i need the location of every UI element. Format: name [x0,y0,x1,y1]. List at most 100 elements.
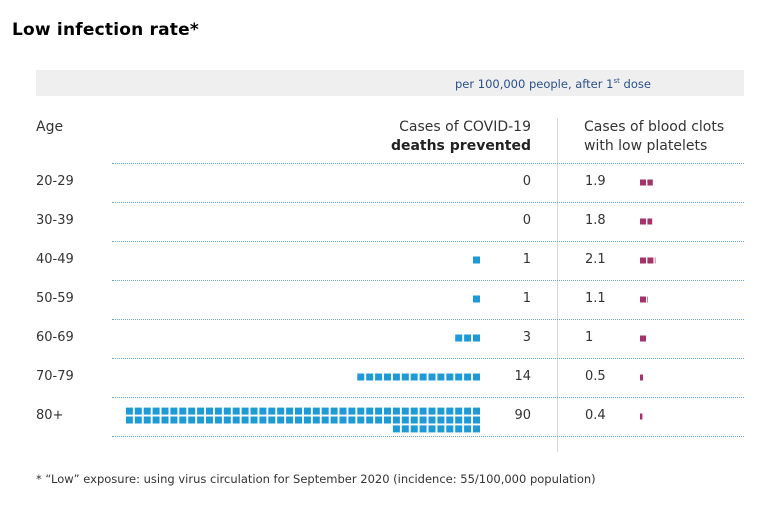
death-prevented-square [197,407,205,415]
death-prevented-square [464,334,472,342]
death-prevented-square [134,416,142,424]
death-prevented-square [188,407,196,415]
deaths-value: 1 [522,252,531,267]
blood-clot-square [647,218,653,225]
clots-value: 2.1 [585,252,606,267]
death-prevented-square [170,407,178,415]
row-separator [112,280,744,281]
age-header: Age [36,119,64,135]
death-prevented-square [419,407,427,415]
death-prevented-square [375,407,383,415]
death-prevented-square [223,416,231,424]
death-prevented-square [428,416,436,424]
death-prevented-square [473,373,480,381]
death-prevented-square [188,416,196,424]
blood-clot-square [647,296,648,303]
death-prevented-square [295,407,302,415]
death-prevented-square [392,425,400,433]
deaths-value: 14 [514,369,531,384]
deaths-value: 1 [522,291,531,306]
death-prevented-square [268,407,276,415]
death-prevented-square [179,407,187,415]
death-prevented-square [375,373,383,381]
death-prevented-square [303,407,311,415]
death-prevented-square [464,407,472,415]
death-prevented-square [125,416,133,424]
death-prevented-square [419,373,427,381]
death-prevented-square [268,416,276,424]
deaths-header-line2: deaths prevented [391,137,531,156]
deaths-value: 0 [522,174,531,189]
clots-value: 1.1 [585,291,606,306]
death-prevented-square [286,416,294,424]
death-prevented-square [455,334,463,342]
death-prevented-square [437,373,445,381]
death-prevented-square [401,373,409,381]
column-divider [557,118,558,452]
death-prevented-square [134,407,142,415]
death-prevented-square [446,425,454,433]
death-prevented-square [143,407,151,415]
death-prevented-square [206,407,213,415]
death-prevented-square [286,407,294,415]
units-text: per 100,000 people, after 1 [455,77,614,91]
units-sup: st [613,77,620,86]
blood-clot-square [640,179,646,186]
death-prevented-square [473,295,480,303]
row-separator [112,163,744,164]
death-prevented-square [455,407,463,415]
death-prevented-square [446,407,454,415]
age-label: 50-59 [36,291,74,306]
subhead-bar [36,70,744,96]
deaths-header-line1: Cases of COVID-19 [399,119,531,135]
death-prevented-square [384,416,391,424]
death-prevented-square [330,416,338,424]
death-prevented-square [410,425,418,433]
death-prevented-square [455,425,463,433]
death-prevented-square [232,407,240,415]
deaths-header: Cases of COVID-19 deaths prevented [391,118,531,156]
death-prevented-square [197,416,205,424]
age-label: 70-79 [36,369,74,384]
death-prevented-square [392,407,400,415]
row-separator [112,241,744,242]
death-prevented-square [295,416,302,424]
death-prevented-square [392,416,400,424]
age-label: 60-69 [36,330,74,345]
death-prevented-square [170,416,178,424]
age-label: 20-29 [36,174,74,189]
death-prevented-square [330,407,338,415]
death-prevented-square [455,373,463,381]
blood-clot-square [640,296,646,303]
death-prevented-square [473,256,480,264]
death-prevented-square [473,416,480,424]
clots-value: 0.4 [585,408,606,423]
death-prevented-square [241,416,249,424]
blood-clot-square [647,179,653,186]
death-prevented-square [437,407,445,415]
death-prevented-square [125,407,133,415]
blood-clot-square [640,218,646,225]
clots-value: 1.8 [585,213,606,228]
death-prevented-square [223,407,231,415]
footnote: * “Low” exposure: using virus circulatio… [36,472,596,486]
death-prevented-square [312,416,320,424]
blood-clot-square [640,335,646,342]
death-prevented-square [232,416,240,424]
death-prevented-square [241,407,249,415]
death-prevented-square [259,407,267,415]
death-prevented-square [357,373,365,381]
death-prevented-square [152,407,160,415]
death-prevented-square [401,416,409,424]
row-separator [112,436,744,437]
blood-clot-square [640,413,643,420]
death-prevented-square [437,425,445,433]
death-prevented-square [455,416,463,424]
death-prevented-square [357,416,365,424]
death-prevented-square [366,416,374,424]
death-prevented-square [277,416,285,424]
units-tail: dose [619,77,651,91]
death-prevented-square [473,407,480,415]
death-prevented-square [250,416,258,424]
